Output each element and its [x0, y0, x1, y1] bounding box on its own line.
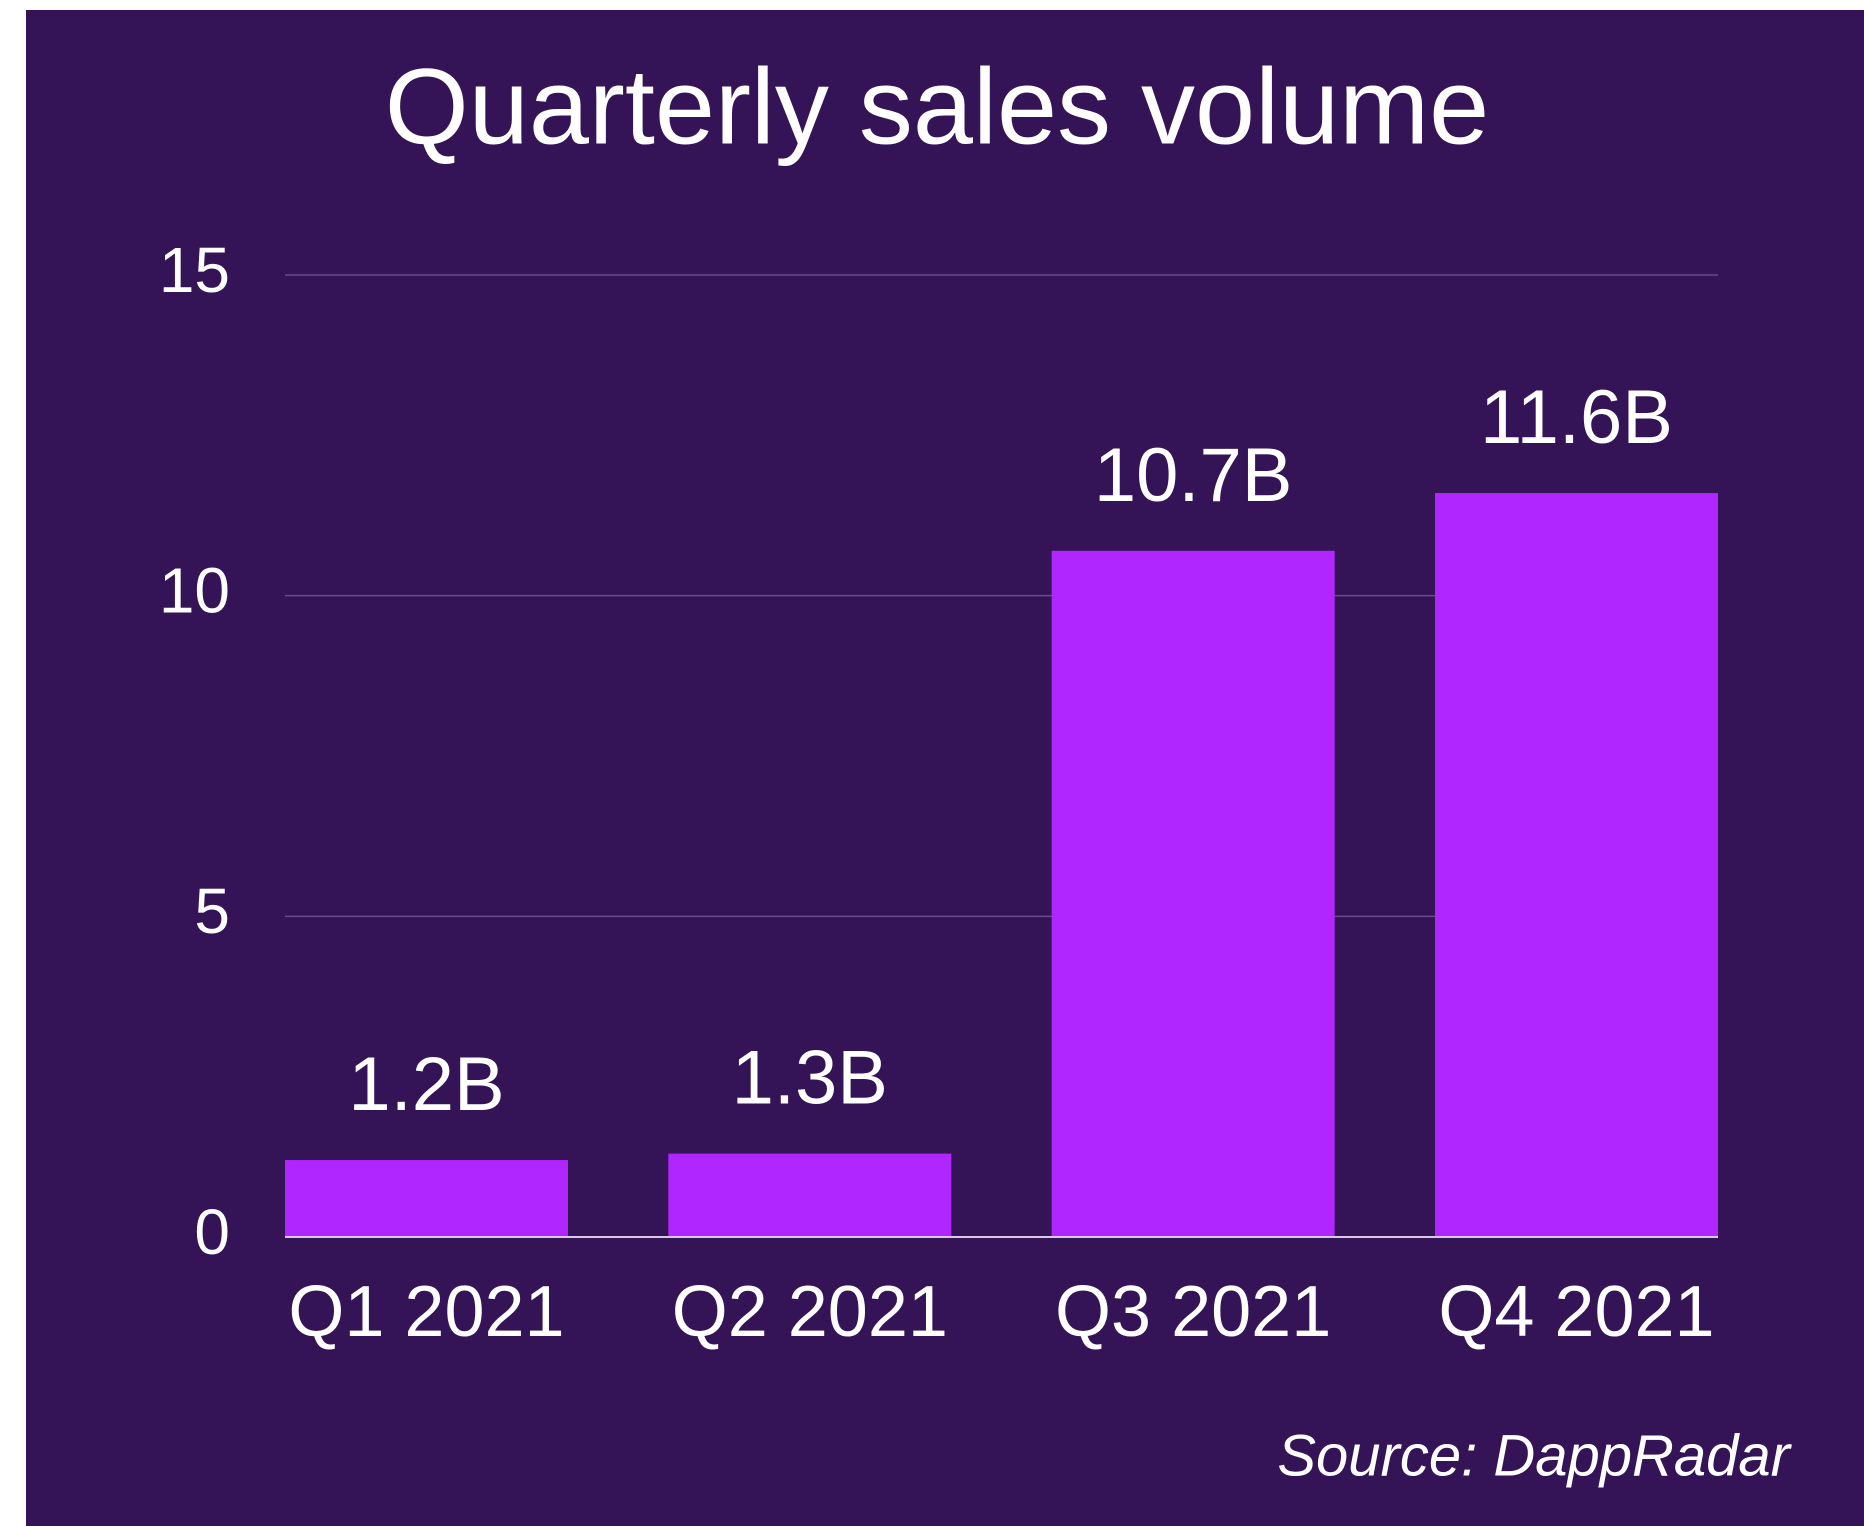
bar — [1051, 550, 1335, 1237]
y-tick-label: 15 — [159, 234, 230, 306]
x-tick-label: Q3 2021 — [1055, 1272, 1331, 1352]
x-tick-label: Q2 2021 — [672, 1272, 948, 1352]
value-label: 1.2B — [348, 1042, 504, 1127]
value-label: 1.3B — [732, 1036, 888, 1121]
x-tick-label: Q1 2021 — [288, 1272, 564, 1352]
value-label: 11.6B — [1480, 375, 1673, 460]
source-note: Source: DappRadar — [1277, 1423, 1792, 1488]
bar — [668, 1153, 952, 1237]
y-tick-label: 10 — [159, 555, 230, 627]
y-tick-label: 0 — [194, 1196, 230, 1268]
value-label: 10.7B — [1094, 433, 1293, 518]
x-tick-label: Q4 2021 — [1438, 1272, 1714, 1352]
bar — [1435, 493, 1718, 1237]
bar — [285, 1160, 568, 1237]
y-tick-label: 5 — [194, 875, 230, 947]
chart-title: Quarterly sales volume — [385, 46, 1489, 167]
